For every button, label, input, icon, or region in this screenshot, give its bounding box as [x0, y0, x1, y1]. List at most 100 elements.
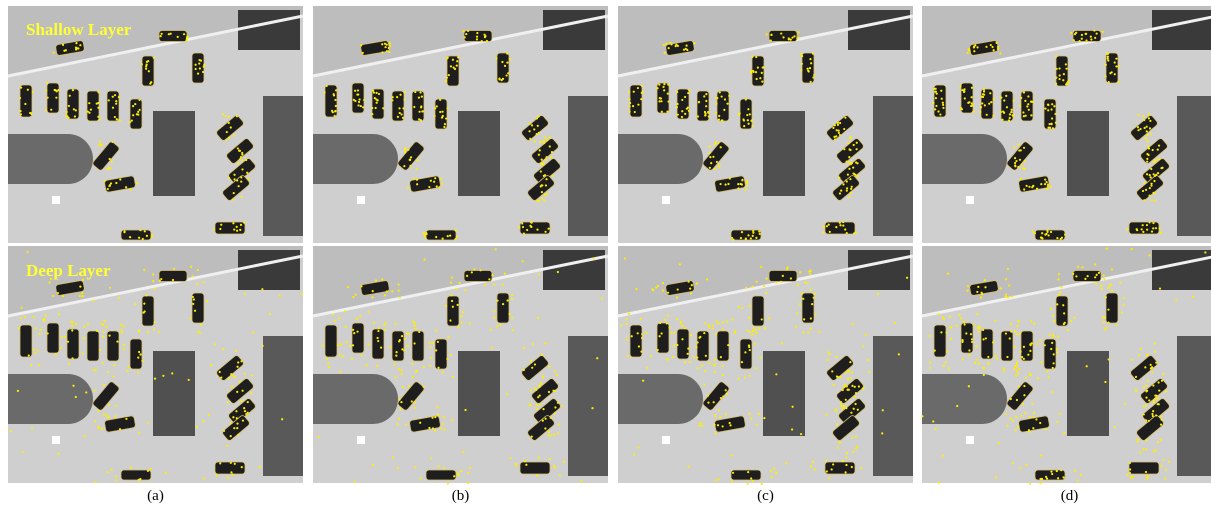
keypoint — [844, 117, 846, 119]
keypoint — [829, 231, 831, 233]
keypoint — [722, 374, 724, 376]
keypoint — [1029, 343, 1031, 345]
keypoint — [1096, 32, 1098, 34]
keypoint — [1126, 228, 1128, 230]
keypoint — [223, 430, 225, 432]
keypoint — [236, 391, 238, 393]
keypoint — [419, 111, 421, 113]
keypoint — [227, 401, 229, 403]
keypoint — [1030, 374, 1032, 376]
keypoint — [1150, 183, 1152, 185]
keypoint — [625, 323, 627, 325]
keypoint — [775, 373, 777, 375]
keypoint — [846, 452, 848, 454]
keypoint — [404, 338, 406, 340]
keypoint — [495, 248, 497, 250]
keypoint — [1141, 228, 1143, 230]
keypoint — [663, 319, 665, 321]
keypoint — [419, 91, 421, 93]
keypoint — [1086, 365, 1088, 367]
keypoint — [763, 285, 765, 287]
keypoint — [1052, 127, 1054, 129]
keypoint — [1051, 103, 1053, 105]
keypoint — [52, 295, 54, 297]
keypoint — [963, 91, 965, 93]
keypoint — [115, 479, 117, 481]
keypoint — [837, 124, 839, 126]
keypoint — [18, 327, 20, 329]
keypoint — [596, 357, 598, 359]
keypoint — [1056, 303, 1058, 305]
keypoint — [994, 355, 996, 357]
keypoint — [1151, 371, 1153, 373]
car — [192, 53, 204, 83]
keypoint — [742, 118, 744, 120]
keypoint — [782, 275, 784, 277]
keypoint — [997, 46, 999, 48]
keypoint — [537, 115, 539, 117]
keypoint — [411, 400, 413, 402]
keypoint — [745, 98, 747, 100]
keypoint — [203, 281, 205, 283]
keypoint — [413, 177, 415, 179]
keypoint — [138, 237, 140, 239]
keypoint — [415, 328, 417, 330]
keypoint — [108, 99, 110, 101]
keypoint — [840, 404, 842, 406]
keypoint — [825, 414, 827, 416]
keypoint — [850, 188, 852, 190]
keypoint — [241, 466, 243, 468]
keypoint — [945, 361, 947, 363]
keypoint — [190, 266, 192, 268]
keypoint — [543, 140, 545, 142]
keypoint — [484, 36, 486, 38]
keypoint — [712, 156, 714, 158]
keypoint — [188, 379, 190, 381]
keypoint — [541, 197, 543, 199]
keypoint — [633, 453, 635, 455]
keypoint — [660, 100, 662, 102]
keypoint — [451, 300, 453, 302]
keypoint — [84, 435, 86, 437]
keypoint — [1008, 284, 1010, 286]
keypoint — [1150, 168, 1152, 170]
keypoint — [738, 378, 740, 380]
keypoint — [27, 89, 29, 91]
keypoint — [258, 466, 260, 468]
keypoint — [83, 326, 85, 328]
figure: Shallow LayerDeep Layer(a)(b)(c)(d) — [0, 0, 1211, 506]
keypoint — [493, 310, 495, 312]
keypoint — [754, 343, 756, 345]
keypoint — [134, 303, 136, 305]
keypoint — [982, 366, 984, 368]
keypoint — [780, 281, 782, 283]
keypoint — [1081, 38, 1083, 40]
keypoint — [856, 162, 858, 164]
keypoint — [82, 352, 84, 354]
keypoint — [532, 343, 534, 345]
keypoint — [538, 273, 540, 275]
keypoint — [856, 142, 858, 144]
keypoint — [354, 90, 356, 92]
keypoint — [202, 420, 204, 422]
keypoint — [741, 361, 743, 363]
keypoint — [73, 108, 75, 110]
keypoint — [641, 337, 643, 339]
keypoint — [496, 325, 498, 327]
keypoint — [144, 230, 146, 232]
keypoint — [356, 331, 358, 333]
keypoint — [108, 404, 110, 406]
keypoint — [684, 361, 686, 363]
keypoint — [752, 71, 754, 73]
keypoint — [226, 445, 228, 447]
keypoint — [764, 327, 766, 329]
keypoint — [1031, 403, 1033, 405]
keypoint — [668, 47, 670, 49]
keypoint — [675, 45, 677, 47]
keypoint — [850, 377, 852, 379]
keypoint — [1020, 97, 1022, 99]
keypoint — [713, 401, 715, 403]
keypoint — [173, 268, 175, 270]
keypoint — [696, 282, 698, 284]
keypoint — [396, 96, 398, 98]
